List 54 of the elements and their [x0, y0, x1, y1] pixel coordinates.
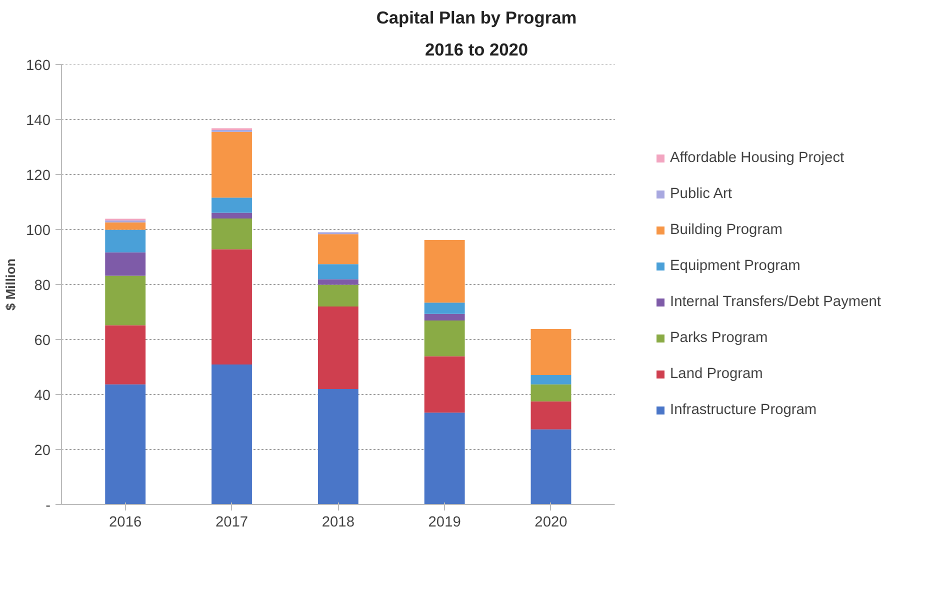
y-tick-label: 40 — [34, 388, 51, 404]
bar — [424, 302, 465, 314]
bar — [530, 429, 572, 504]
x-tick-label: 2017 — [215, 514, 248, 530]
bar — [424, 412, 465, 504]
bar — [212, 249, 252, 365]
y-tick-label: 160 — [26, 58, 51, 74]
y-tick-label: 80 — [34, 278, 51, 294]
bar — [530, 401, 572, 430]
bar — [212, 132, 252, 198]
x-tick-label: 2020 — [534, 514, 568, 530]
x-tick-label: 2016 — [109, 514, 142, 530]
legend-label: Equipment Program — [670, 258, 800, 274]
legend-label: Building Program — [670, 222, 782, 238]
bar — [105, 325, 146, 384]
y-axis-title: $ Million — [3, 258, 18, 310]
bar — [318, 234, 358, 264]
bar — [105, 230, 146, 252]
bar — [105, 252, 146, 276]
y-tick-label: 140 — [26, 113, 51, 129]
legend-label: Infrastructure Program — [670, 402, 817, 418]
bar — [105, 222, 146, 230]
bar — [318, 279, 358, 285]
bar — [424, 314, 465, 321]
bar — [318, 284, 358, 306]
bar — [530, 329, 572, 375]
legend-label: Internal Transfers/Debt Payment — [670, 294, 881, 310]
legend-label: Land Program — [670, 366, 763, 382]
bar — [318, 389, 358, 504]
bar — [530, 374, 572, 384]
legend-label: Public Art — [670, 186, 732, 202]
bar — [424, 320, 465, 356]
y-tick-label: 100 — [26, 223, 51, 239]
bar — [424, 240, 465, 303]
x-tick-label: 2018 — [322, 514, 354, 530]
bar — [212, 212, 252, 218]
bar — [212, 198, 252, 213]
chart-subtitle: 2016 to 2020 — [424, 40, 528, 60]
bar — [212, 218, 252, 250]
y-tick-label: 60 — [34, 333, 51, 349]
legend-label: Parks Program — [670, 330, 768, 346]
y-tick-label: - — [46, 498, 51, 514]
bar — [212, 364, 252, 504]
y-tick-label: 20 — [34, 443, 51, 459]
bar — [530, 384, 572, 402]
bar — [318, 306, 358, 389]
x-tick-label: 2019 — [428, 514, 461, 530]
bar — [318, 264, 358, 280]
legend-label: Affordable Housing Project — [670, 150, 844, 166]
chart-title: Capital Plan by Program — [376, 8, 577, 28]
bar — [424, 356, 465, 413]
bar — [105, 276, 146, 326]
y-tick-label: 120 — [26, 168, 51, 184]
bar — [105, 384, 146, 504]
